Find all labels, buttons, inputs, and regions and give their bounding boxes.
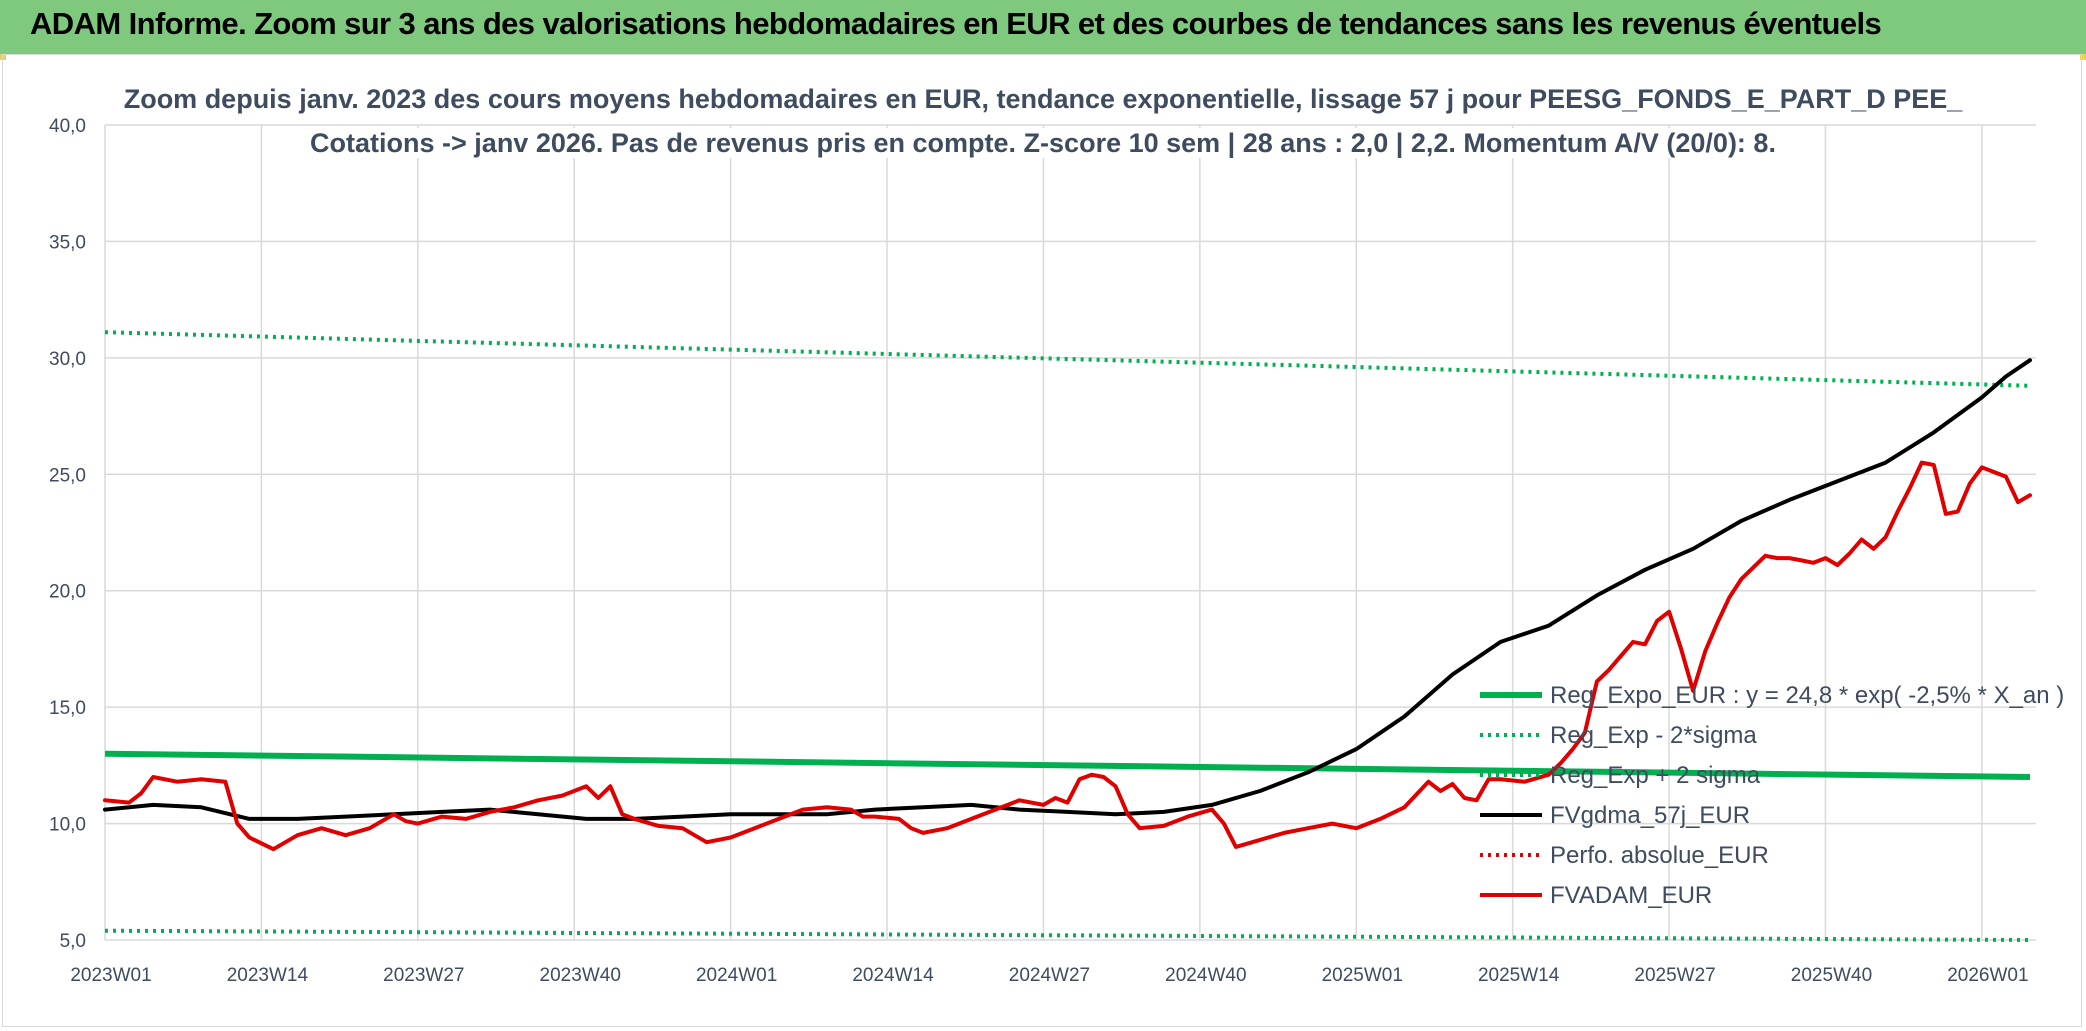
- corner-marker: [2080, 54, 2086, 60]
- y-tick-label: 10,0: [49, 815, 86, 836]
- x-tick-label: 2024W14: [852, 965, 934, 986]
- corner-marker: [0, 54, 6, 60]
- series-line-fvgdma_57j_eur: [103, 358, 2032, 821]
- x-tick-label: 2024W40: [1165, 965, 1246, 986]
- legend-label: Perfo. absolue_EUR: [1550, 842, 1769, 869]
- x-tick-label: 2026W01: [1947, 965, 2028, 986]
- x-tick-label: 2023W14: [227, 965, 309, 986]
- series-line-fvadam_eur: [103, 460, 2032, 852]
- x-tick-label: 2025W27: [1634, 965, 1715, 986]
- report-banner: ADAM Informe. Zoom sur 3 ans des valoris…: [0, 0, 2086, 54]
- y-tick-label: 30,0: [49, 349, 86, 370]
- series-line-reg_expo_eur: [104, 750, 2031, 780]
- y-tick-label: 35,0: [49, 232, 86, 253]
- chart-title-line2: Cotations -> janv 2026. Pas de revenus p…: [0, 128, 2086, 159]
- x-tick-label: 2025W40: [1791, 965, 1872, 986]
- legend-label: Reg_Exp - 2*sigma: [1550, 722, 1757, 749]
- x-tick-label: 2024W01: [696, 965, 777, 986]
- chart-frame: [2, 54, 2082, 1027]
- x-tick-label: 2023W40: [540, 965, 621, 986]
- legend-label: Reg_Expo_EUR : y = 24,8 * exp( -2,5% * X…: [1550, 682, 2064, 709]
- series-line-reg_exp: [104, 330, 2031, 388]
- x-tick-label: 2024W27: [1009, 965, 1090, 986]
- x-tick-label: 2023W01: [70, 965, 151, 986]
- report-title: ADAM Informe. Zoom sur 3 ans des valoris…: [30, 6, 1882, 41]
- x-tick-label: 2023W27: [383, 965, 464, 986]
- y-tick-label: 20,0: [49, 582, 86, 603]
- legend-label: FVgdma_57j_EUR: [1550, 802, 1750, 829]
- y-tick-label: 25,0: [49, 465, 86, 486]
- legend-label: FVADAM_EUR: [1550, 882, 1712, 909]
- series-line-reg_exp: [104, 928, 2031, 942]
- y-tick-label: 40,0: [49, 116, 86, 137]
- x-tick-label: 2025W01: [1322, 965, 1403, 986]
- y-tick-label: 5,0: [60, 931, 86, 952]
- x-tick-label: 2025W14: [1478, 965, 1560, 986]
- y-tick-label: 15,0: [49, 698, 86, 719]
- chart-title-line1: Zoom depuis janv. 2023 des cours moyens …: [0, 84, 2086, 115]
- legend-label: Reg_Exp + 2 sigma: [1550, 762, 1761, 789]
